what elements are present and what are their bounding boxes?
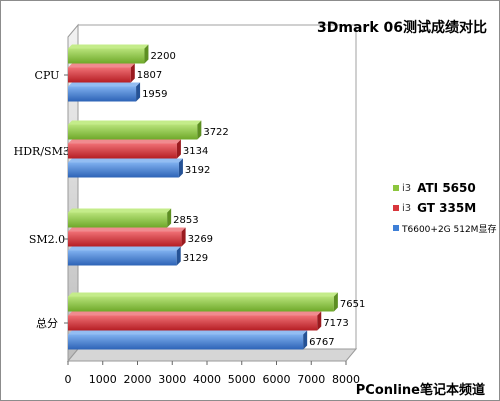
- legend-prefix: i3: [402, 182, 412, 194]
- x-tick-label: 4000: [193, 373, 221, 386]
- category-label: HDR/SM3.0: [14, 145, 81, 158]
- bar-end-face: [167, 208, 172, 228]
- legend-label: T6600+2G 512M显存: [402, 224, 497, 235]
- x-tick-label: 6000: [263, 373, 291, 386]
- bar: [68, 86, 137, 102]
- bar-top-face: [68, 311, 322, 316]
- bar-end-face: [317, 311, 322, 331]
- data-label: 3134: [183, 146, 208, 157]
- bar: [68, 296, 334, 312]
- bar: [68, 143, 177, 159]
- data-label: 7651: [340, 299, 365, 310]
- legend-item-gt: i3 GT 335M: [393, 198, 499, 218]
- bar-end-face: [130, 63, 135, 83]
- bar-top-face: [68, 63, 135, 68]
- bar-top-face: [68, 227, 186, 232]
- bar: [68, 212, 168, 228]
- data-label: 6767: [309, 337, 334, 348]
- bar: [68, 162, 179, 178]
- bar-end-face: [197, 120, 202, 140]
- x-tick-label: 1000: [89, 373, 117, 386]
- x-tick-label: 2000: [124, 373, 152, 386]
- legend-swatch-green: [393, 185, 399, 191]
- legend-label: ATI 5650: [417, 181, 476, 195]
- bar-top-face: [68, 82, 141, 87]
- data-label: 2853: [173, 215, 198, 226]
- data-label: 2200: [150, 51, 175, 62]
- bar: [68, 250, 177, 266]
- plot-floor: [66, 348, 358, 362]
- bar-end-face: [303, 330, 308, 350]
- chart-title: 3Dmark 06测试成绩对比: [317, 20, 487, 36]
- x-tick-label: 7000: [297, 373, 325, 386]
- bar: [68, 231, 182, 247]
- legend-swatch-blue: [393, 225, 399, 231]
- legend-item-t6600: T6600+2G 512M显存: [393, 218, 499, 238]
- bar-top-face: [68, 120, 202, 125]
- x-tick-label: 0: [65, 373, 72, 386]
- bar-end-face: [176, 139, 181, 159]
- legend-swatch-red: [393, 205, 399, 211]
- bar: [68, 334, 304, 350]
- bar: [68, 67, 131, 83]
- bar-end-face: [333, 292, 338, 312]
- bar-top-face: [68, 208, 172, 213]
- data-label: 1807: [137, 70, 162, 81]
- bar-end-face: [136, 82, 141, 102]
- data-label: 3129: [183, 253, 208, 264]
- category-label: CPU: [35, 69, 60, 82]
- bar-end-face: [176, 246, 181, 266]
- data-label: 1959: [142, 89, 167, 100]
- legend-label: GT 335M: [417, 201, 477, 215]
- legend-prefix: i3: [402, 202, 412, 214]
- bar-top-face: [68, 158, 183, 163]
- bar-top-face: [68, 330, 308, 335]
- bar-end-face: [178, 158, 183, 178]
- bar-top-face: [68, 139, 181, 144]
- bar-top-face: [68, 44, 149, 49]
- bar: [68, 315, 318, 331]
- data-label: 7173: [323, 318, 348, 329]
- bar: [68, 124, 198, 140]
- x-tick-label: 5000: [228, 373, 256, 386]
- bar-end-face: [181, 227, 186, 247]
- bar-top-face: [68, 246, 181, 251]
- legend: i3 ATI 5650 i3 GT 335M T6600+2G 512M显存: [393, 178, 499, 238]
- legend-item-ati: i3 ATI 5650: [393, 178, 499, 198]
- x-tick-label: 3000: [158, 373, 186, 386]
- data-label: 3722: [203, 127, 228, 138]
- category-label: 总分: [36, 316, 58, 330]
- category-label: SM2.0: [29, 233, 65, 246]
- bar-top-face: [68, 292, 338, 297]
- bar-end-face: [144, 44, 149, 64]
- data-label: 3269: [188, 234, 213, 245]
- bar: [68, 48, 145, 64]
- data-label: 3192: [185, 165, 210, 176]
- footer-source: PConline笔记本频道: [355, 383, 485, 398]
- x-tick-label: 8000: [332, 373, 360, 386]
